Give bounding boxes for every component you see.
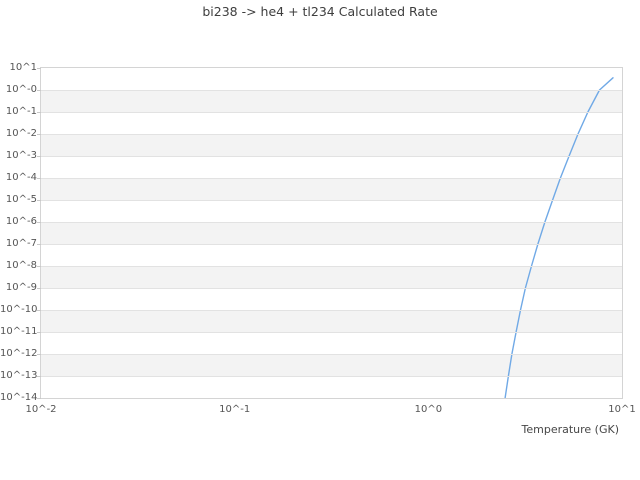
y-tick-mark [37,244,41,245]
decade-grid-line [41,354,622,355]
decade-band-row [41,332,622,354]
decade-band-row [41,288,622,310]
decade-grid-line [41,90,622,91]
decade-band-row [41,156,622,178]
y-tick-label: 10^-12 [0,348,38,359]
y-tick-label: 10^-2 [5,128,37,139]
decade-grid-line [41,112,622,113]
decade-grid-line [41,222,622,223]
y-tick-mark [37,222,41,223]
plot-area [40,67,623,399]
x-tick-label: 10^-2 [25,404,57,415]
y-tick-mark [37,376,41,377]
decade-band-row [41,310,622,332]
decade-grid-line [41,332,622,333]
y-tick-mark [37,200,41,201]
y-tick-label: 10^-7 [5,238,37,249]
y-tick-mark [37,156,41,157]
y-tick-mark [37,332,41,333]
decade-band-row [41,90,622,112]
y-tick-label: 10^-13 [0,370,38,381]
x-axis-title: Temperature (GK) [521,423,620,436]
decade-grid-line [41,376,622,377]
y-tick-label: 10^-6 [5,216,37,227]
y-tick-mark [37,68,41,69]
rate-curve-svg [504,77,614,399]
decade-grid-line [41,178,622,179]
decade-grid-line [41,266,622,267]
decade-band-row [41,68,622,90]
y-tick-label: 10^-0 [5,84,37,95]
decade-grid-line [41,200,622,201]
decade-band-row [41,354,622,376]
decade-grid-line [41,288,622,289]
y-tick-label: 10^-10 [0,304,38,315]
x-tick-label: 10^1 [608,404,636,415]
y-tick-label: 10^-9 [5,282,37,293]
decade-band-row [41,244,622,266]
y-tick-mark [37,310,41,311]
decade-band-row [41,178,622,200]
y-tick-mark [37,112,41,113]
decade-grid-line [41,156,622,157]
y-tick-label: 10^-1 [5,106,37,117]
chart-title: bi238 -> he4 + tl234 Calculated Rate [202,4,438,19]
rate-line [504,77,614,399]
decade-band-row [41,200,622,222]
y-tick-mark [37,288,41,289]
x-tick-label: 10^-1 [219,404,251,415]
y-tick-label: 10^-11 [0,326,38,337]
y-tick-mark [37,354,41,355]
y-tick-mark [37,90,41,91]
decade-grid-line [41,310,622,311]
decade-band-row [41,222,622,244]
y-tick-label: 10^1 [9,62,37,73]
y-tick-label: 10^-3 [5,150,37,161]
decade-band-row [41,112,622,134]
decade-grid-line [41,134,622,135]
decade-grid-line [41,244,622,245]
x-tick-label: 10^0 [414,404,443,415]
y-tick-mark [37,178,41,179]
y-tick-label: 10^-14 [0,392,38,403]
y-tick-mark [37,266,41,267]
y-tick-label: 10^-8 [5,260,37,271]
y-tick-label: 10^-5 [5,194,37,205]
decade-band-row [41,134,622,156]
decade-band-row [41,266,622,288]
decade-band-row [41,376,622,398]
y-tick-mark [37,398,41,399]
y-tick-label: 10^-4 [5,172,37,183]
y-tick-mark [37,134,41,135]
